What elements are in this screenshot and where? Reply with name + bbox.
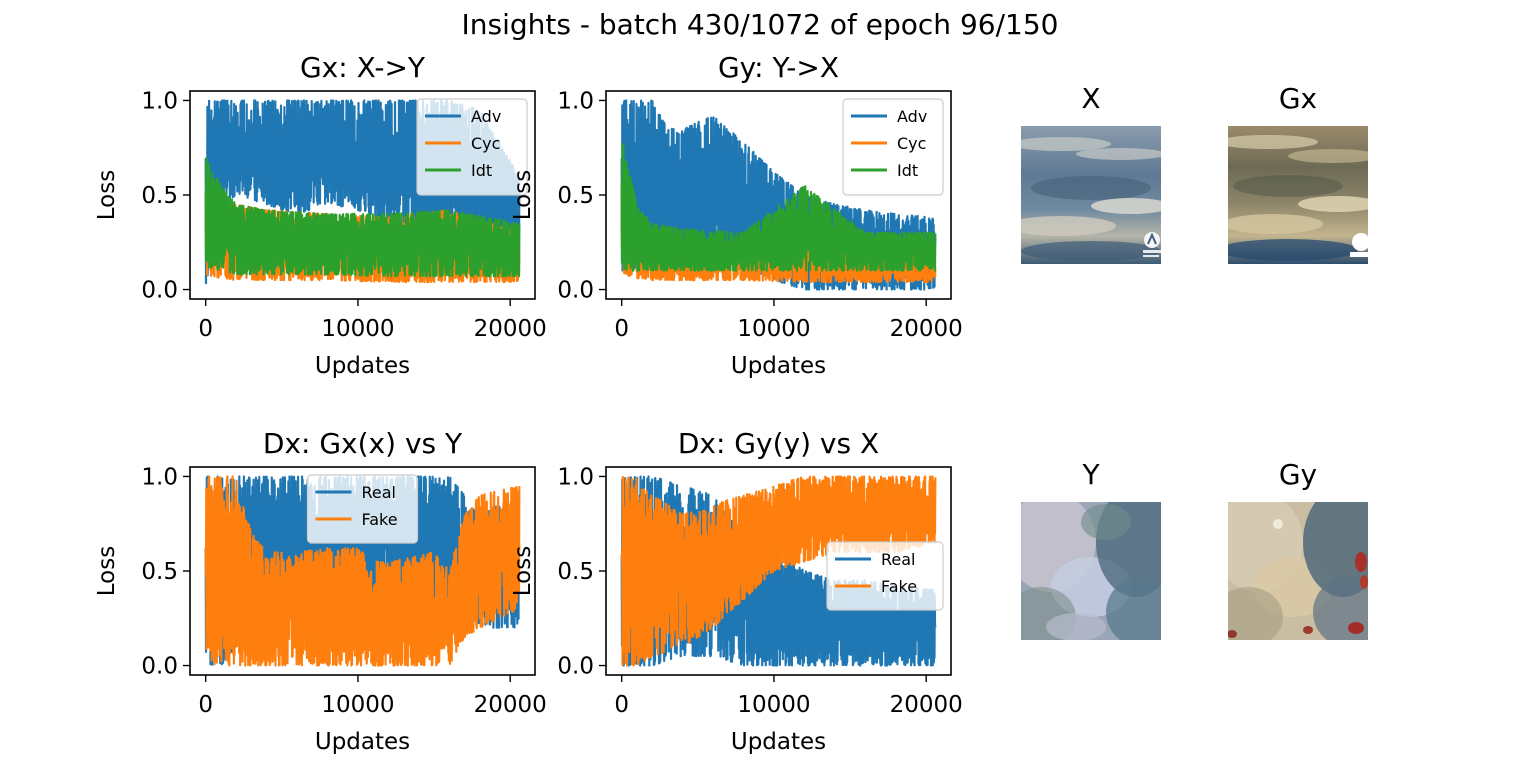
image-x: [1021, 126, 1161, 264]
chart-2: 0 10000 20000 0.0 0.5 1.0 Gy: Y->X Updates Loss A…: [510, 51, 963, 379]
y-tick-label: 1.0: [141, 88, 178, 114]
image-title-gx: Gx: [1278, 82, 1318, 115]
image-gy: [1228, 502, 1368, 640]
series-line-fake: [620, 475, 937, 667]
y-tick-label: 0.0: [141, 654, 178, 680]
y-axis-label: Loss: [94, 170, 120, 220]
x-axis-label: Updates: [731, 353, 826, 379]
y-tick-label: 1.0: [141, 464, 178, 490]
x-axis-label: Updates: [731, 729, 826, 755]
x-tick-label: 0: [198, 316, 213, 342]
y-axis-label: Loss: [510, 546, 536, 596]
x-tick-label: 20000: [890, 316, 963, 342]
x-tick-label: 20000: [890, 692, 963, 718]
legend-label-cyc: Cyc: [471, 134, 500, 153]
y-tick-label: 0.5: [141, 183, 178, 209]
legend-label-adv: Adv: [471, 107, 501, 126]
legend: Real Fake: [306, 474, 419, 544]
x-tick-label: 10000: [321, 316, 394, 342]
image-gx: [1228, 126, 1368, 264]
x-tick-label: 20000: [474, 692, 547, 718]
x-tick-label: 0: [614, 692, 629, 718]
legend-label-idt: Idt: [471, 161, 492, 180]
y-tick-label: 1.0: [557, 464, 594, 490]
x-tick-label: 0: [198, 692, 213, 718]
series-line-adv: [204, 99, 521, 285]
legend-label-real: Real: [362, 483, 397, 502]
figure-title: Insights - batch 430/1072 of epoch 96/15…: [461, 8, 1059, 41]
x-tick-label: 10000: [737, 692, 810, 718]
image-title-y: Y: [1082, 458, 1100, 491]
x-tick-label: 10000: [321, 692, 394, 718]
chart-title: Dx: Gx(x) vs Y: [263, 427, 463, 460]
chart-title: Gy: Y->X: [718, 51, 839, 84]
image-title-x: X: [1081, 82, 1101, 115]
x-axis-label: Updates: [315, 353, 410, 379]
y-tick-label: 0.0: [557, 278, 594, 304]
legend-label-adv: Adv: [897, 107, 927, 126]
series-line-idt: [620, 143, 937, 272]
x-tick-label: 20000: [474, 316, 547, 342]
legend-label-fake: Fake: [362, 510, 398, 529]
x-tick-label: 0: [614, 316, 629, 342]
legend: Adv Cyc Idt: [842, 98, 944, 196]
y-axis-label: Loss: [94, 546, 120, 596]
legend-label-fake: Fake: [881, 577, 917, 596]
chart-title: Dx: Gy(y) vs X: [678, 427, 879, 460]
image-y: [1021, 502, 1161, 640]
series-line-fake: [204, 475, 521, 667]
legend-label-real: Real: [881, 550, 916, 569]
image-title-gy: Gy: [1278, 458, 1318, 491]
y-tick-label: 0.5: [141, 559, 178, 585]
legend: Real Fake: [826, 541, 944, 611]
legend-label-cyc: Cyc: [897, 134, 926, 153]
x-tick-label: 10000: [737, 316, 810, 342]
y-tick-label: 0.0: [557, 654, 594, 680]
y-axis-label: Loss: [510, 170, 536, 220]
y-tick-label: 0.5: [557, 559, 594, 585]
series-line-idt: [204, 157, 521, 278]
legend-label-idt: Idt: [897, 161, 918, 180]
legend: Adv Cyc Idt: [416, 98, 528, 196]
y-tick-label: 1.0: [557, 88, 594, 114]
y-tick-label: 0.5: [557, 183, 594, 209]
chart-3: 0 10000 20000 0.0 0.5 1.0 Dx: Gx(x) vs Y Update…: [94, 427, 547, 755]
x-axis-label: Updates: [315, 729, 410, 755]
chart-4: 0 10000 20000 0.0 0.5 1.0 Dx: Gy(y) vs X Update…: [510, 427, 963, 755]
chart-title: Gx: X->Y: [300, 51, 426, 84]
y-tick-label: 0.0: [141, 278, 178, 304]
